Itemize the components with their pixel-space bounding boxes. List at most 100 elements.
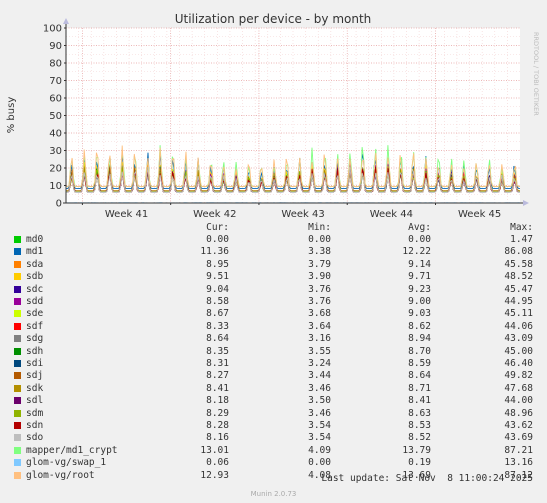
legend-max-value: 43.62 [504,420,533,431]
y-tick-label: 40 [49,129,62,140]
legend-cur-value: 13.01 [200,444,229,456]
y-tick-label: 100 [43,24,62,35]
y-tick-label: 60 [49,94,62,105]
legend-row: sdl 8.18 3.50 8.41 44.00 [0,395,547,407]
series-line-md1 [66,152,521,190]
legend-min-value: 3.76 [308,283,331,295]
legend-cur-value: 9.04 [206,283,229,295]
legend-min-value: 3.54 [308,420,331,431]
legend-series-name: sdo [26,432,44,444]
legend-cur-value: 8.58 [206,296,229,307]
legend-header: Cur: Min: Avg: Max: [0,222,547,234]
legend-min-value: 3.54 [308,432,331,444]
y-tick-label: 30 [49,146,62,157]
legend-avg-value: 0.19 [408,457,431,469]
legend-max-value: 45.11 [504,308,533,320]
series-line-glom-vg-root [66,145,520,188]
legend-cur-value: 8.64 [206,333,229,345]
legend-header-avg: Avg: [408,222,431,233]
legend-cur-value: 8.31 [206,358,229,369]
legend-cur-value: 8.41 [206,382,229,394]
legend-cur-value: 9.51 [206,271,229,283]
legend-row: sde 8.67 3.68 9.03 45.11 [0,308,547,320]
legend-swatch [14,384,21,392]
legend-max-value: 45.47 [504,283,533,295]
legend-series-name: mapper/md1_crypt [26,444,118,456]
y-tick-label: 90 [49,41,62,52]
legend-cur-value: 8.16 [206,432,229,444]
legend-row: sdf 8.33 3.64 8.62 44.06 [0,321,547,333]
chart-title: Utilization per device - by month [175,12,372,26]
legend-header-cur: Cur: [206,222,229,233]
legend-max-value: 87.12 [504,469,533,481]
watermark: RRDTOOL / TOBI OETIKER [532,32,540,116]
legend-swatch [14,260,21,268]
legend-max-value: 45.00 [504,345,533,357]
legend-swatch [14,409,21,417]
legend-max-value: 43.69 [504,432,533,444]
legend-max-value: 49.82 [504,370,533,382]
y-tick-label: 70 [49,76,62,87]
legend-swatch [14,434,21,442]
legend-cur-value: 8.35 [206,345,229,357]
legend-max-value: 86.08 [504,246,533,258]
legend-row: sda 8.95 3.79 9.14 45.58 [0,259,547,271]
legend-min-value: 3.46 [308,382,331,394]
legend-series-name: md1 [26,246,44,258]
legend-header-max: Max: [510,222,533,233]
legend-series-name: sdk [26,382,44,394]
legend-row: md0 0.00 0.00 0.00 1.47 [0,234,547,246]
legend-series-name: sdh [26,345,44,357]
legend-min-value: 3.44 [308,370,331,382]
legend-swatch [14,248,21,256]
x-tick-label: Week 44 [370,209,413,220]
legend-cur-value: 8.67 [206,308,229,320]
legend-row: sdd 8.58 3.76 9.00 44.95 [0,296,547,308]
legend-series-name: sdi [26,358,44,369]
y-tick-label: 0 [56,199,62,210]
legend-row: sdj 8.27 3.44 8.64 49.82 [0,370,547,382]
legend-avg-value: 13.79 [402,444,431,456]
legend-swatch [14,459,21,467]
legend-series-name: md0 [26,234,44,245]
legend-avg-value: 9.23 [408,283,431,295]
y-axis-arrow [63,18,69,24]
legend-series-name: sdd [26,296,44,307]
legend-min-value: 3.55 [308,345,331,357]
legend-swatch [14,273,21,281]
legend-swatch [14,285,21,293]
legend-min-value: 3.46 [308,407,331,419]
legend-avg-value: 8.62 [408,320,431,332]
legend-avg-value: 8.41 [408,395,431,407]
legend-max-value: 87.21 [504,444,533,456]
legend-row: md1 11.36 3.38 12.22 86.08 [0,246,547,258]
munin-version: Munin 2.0.73 [250,490,297,498]
legend-swatch [14,397,21,405]
legend-series-name: sdg [26,333,44,345]
legend-max-value: 13.16 [504,457,533,469]
legend-min-value: 3.79 [308,258,331,270]
legend-avg-value: 8.52 [408,432,431,444]
legend-series-name: sdj [26,370,44,382]
legend-series-name: sdc [26,283,44,295]
last-update: Last update: Sat Nov 8 11:00:24 2025 [321,473,533,484]
legend-series-name: sdf [26,320,44,332]
y-tick-label: 20 [49,164,62,175]
legend-swatch [14,372,21,380]
legend-swatch [14,347,21,355]
legend-min-value: 3.76 [308,296,331,307]
x-tick-label: Week 42 [193,209,236,220]
legend-min-value: 4.09 [308,444,331,456]
legend-series-name: sdl [26,395,44,407]
legend-max-value: 46.40 [504,358,533,369]
legend-row: sdo 8.16 3.54 8.52 43.69 [0,432,547,444]
legend-min-value: 0.00 [308,234,331,245]
legend-swatch [14,236,21,243]
legend-avg-value: 8.94 [408,333,431,345]
legend-cur-value: 8.29 [206,407,229,419]
legend-avg-value: 9.14 [408,258,431,270]
legend-max-value: 44.95 [504,296,533,307]
y-tick-label: 50 [49,111,62,122]
x-tick-label: Week 43 [281,209,324,220]
